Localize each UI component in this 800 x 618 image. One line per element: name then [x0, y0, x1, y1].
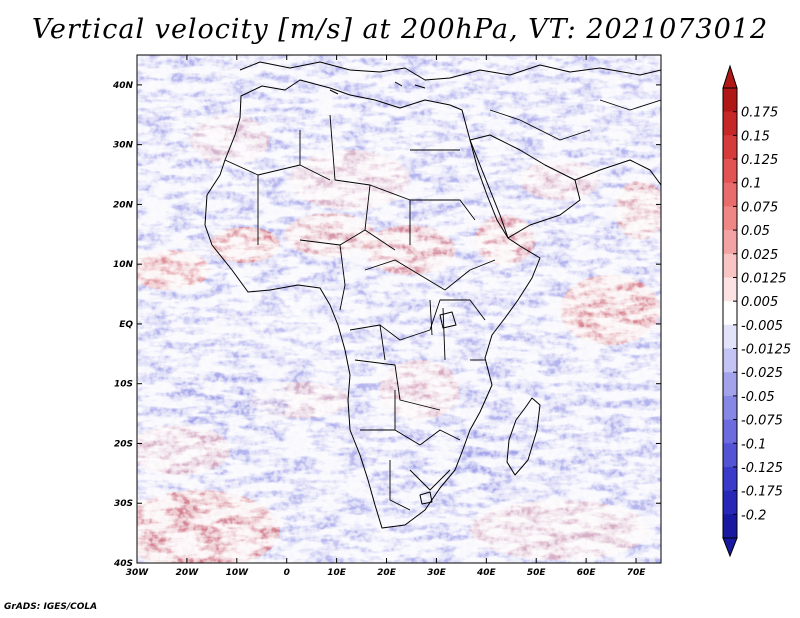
- lake-victoria: [439, 311, 457, 329]
- colorbar-swatch: [723, 348, 737, 373]
- lat-tick-label: 20S: [114, 439, 133, 449]
- colorbar-swatch: [723, 206, 737, 231]
- colorbar-label: 0.125: [741, 153, 778, 168]
- lat-tick-label: 40N: [112, 81, 134, 91]
- colorbar-label: -0.075: [741, 414, 783, 429]
- lon-tick-label: 60E: [577, 568, 597, 578]
- africa-coastline: [204, 79, 541, 529]
- lon-tick-label: 70E: [627, 568, 647, 578]
- grads-credit: GrADS: IGES/COLA: [4, 602, 98, 612]
- colorbar-label: -0.1: [741, 437, 766, 452]
- velocity-field: [137, 55, 661, 563]
- lon-tick-label: 20E: [377, 568, 397, 578]
- lon-tick-label: 20W: [176, 568, 200, 578]
- colorbar-swatch: [723, 253, 737, 278]
- colorbar-top-arrow: [722, 64, 738, 89]
- colorbar-swatch: [723, 372, 737, 397]
- colorbar-label: -0.175: [741, 485, 783, 500]
- colorbar-swatch: [723, 443, 737, 468]
- lon-tick-label: 10W: [226, 568, 250, 578]
- madagascar-coastline: [506, 397, 541, 476]
- colorbar-swatch: [723, 301, 737, 326]
- lon-tick-label: 30E: [427, 568, 447, 578]
- colorbar-label: -0.125: [741, 461, 783, 476]
- colorbar-swatch: [723, 230, 737, 255]
- colorbar-label: 0.175: [741, 106, 778, 121]
- colorbar-swatch: [723, 88, 737, 112]
- lon-tick-label: 40E: [476, 568, 497, 578]
- colorbar-swatch: [723, 466, 737, 491]
- arabian-peninsula-coastline: [469, 134, 581, 239]
- colorbar-label: 0.005: [741, 295, 778, 310]
- colorbar-label: 0.025: [741, 248, 778, 263]
- colorbar-swatch: [723, 419, 737, 444]
- lat-tick-label: 30S: [114, 499, 133, 509]
- colorbar-swatch: [723, 111, 737, 136]
- lat-tick-label: 30N: [113, 141, 134, 151]
- country-borders: [224, 99, 661, 511]
- europe-coastline: [239, 61, 661, 81]
- lat-tick-label: 20N: [113, 200, 134, 210]
- colorbar: 0.175 0.15 0.125 0.1 0.075 0.05 0.025 0.0125 0.0…: [722, 64, 791, 558]
- longitude-axis: 30W 20W 10W 0 10E 20E 30E 40E 50E 60E 70E: [126, 55, 646, 578]
- lon-tick-label: 50E: [527, 568, 547, 578]
- colorbar-swatch: [723, 514, 737, 539]
- colorbar-swatch: [723, 277, 737, 302]
- colorbar-label: -0.05: [741, 390, 775, 405]
- colorbar-label: 0.0125: [741, 271, 787, 286]
- colorbar-label: 0.15: [741, 129, 770, 144]
- colorbar-outline: [722, 87, 738, 539]
- lat-tick-label: 10S: [114, 380, 133, 390]
- lat-tick-label: 10N: [113, 260, 134, 270]
- colorbar-bottom-arrow: [722, 537, 738, 558]
- colorbar-swatch: [723, 182, 737, 207]
- colorbar-swatch: [723, 490, 737, 515]
- colorbar-swatch: [723, 159, 737, 184]
- lat-tick-label: 40S: [113, 559, 133, 569]
- asia-coastline: [574, 159, 661, 186]
- colorbar-label: -0.0125: [741, 343, 791, 358]
- map-frame: [136, 54, 662, 564]
- colorbar-label: 0.1: [741, 177, 762, 192]
- colorbar-label: 0.05: [741, 224, 770, 239]
- coastlines-and-borders: [204, 61, 661, 529]
- colorbar-swatch: [723, 324, 737, 349]
- lesotho-border: [419, 491, 433, 505]
- colorbar-label: -0.005: [741, 319, 783, 334]
- map-title: Vertical velocity [m/s] at 200hPa, VT: 2…: [31, 14, 769, 45]
- colorbar-swatch: [723, 395, 737, 420]
- lat-tick-label: EQ: [119, 320, 133, 330]
- colorbar-swatch: [723, 135, 737, 160]
- colorbar-label: -0.025: [741, 366, 783, 381]
- lon-tick-label: 10E: [327, 568, 347, 578]
- latitude-axis: 40N 30N 20N 10N EQ 10S 20S 30S 40S: [112, 81, 661, 569]
- mediterranean-islands: [329, 81, 426, 95]
- lon-tick-label: 30W: [126, 568, 150, 578]
- colorbar-label: 0.075: [741, 200, 778, 215]
- lon-tick-label: 0: [284, 568, 290, 578]
- colorbar-label: -0.2: [741, 508, 766, 523]
